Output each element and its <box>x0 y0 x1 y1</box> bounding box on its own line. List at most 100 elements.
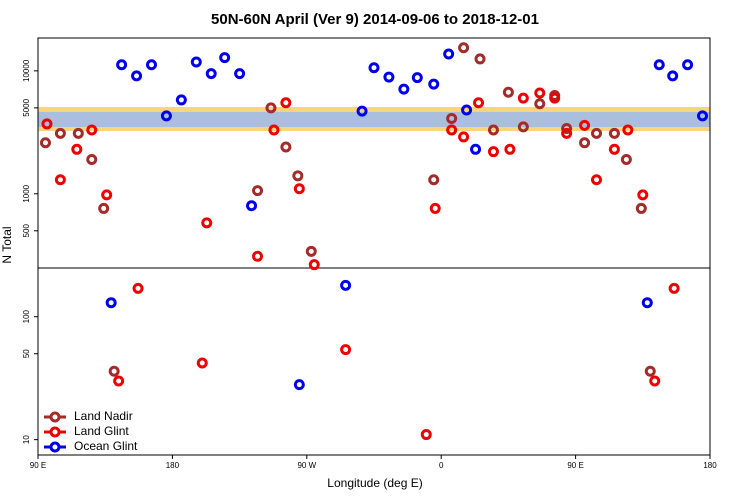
point <box>383 71 395 83</box>
point <box>446 124 458 136</box>
x-axis-label: Longitude (deg E) <box>327 476 422 490</box>
x-tick-label: 90 W <box>297 461 316 470</box>
point <box>458 131 470 143</box>
legend-swatch <box>49 441 61 453</box>
point <box>132 282 144 294</box>
point <box>252 250 264 262</box>
x-tick-label: 180 <box>703 461 717 470</box>
point <box>443 48 455 60</box>
point <box>201 217 213 229</box>
point <box>145 59 157 71</box>
point <box>487 124 499 136</box>
point <box>160 110 172 122</box>
series <box>39 42 656 377</box>
point <box>98 202 110 214</box>
point <box>86 124 98 136</box>
point <box>487 146 499 158</box>
point <box>292 170 304 182</box>
point <box>205 68 217 80</box>
point <box>101 189 113 201</box>
point <box>473 97 485 109</box>
point <box>420 429 432 441</box>
point <box>234 68 246 80</box>
point <box>411 72 423 84</box>
plot-frame <box>37 37 711 456</box>
point <box>549 92 561 104</box>
point <box>308 259 320 271</box>
legend-swatch <box>49 426 61 438</box>
point <box>340 279 352 291</box>
legend-label: Ocean Glint <box>74 439 138 453</box>
y-tick-label: 5000 <box>22 98 31 116</box>
x-tick-label: 0 <box>439 461 444 470</box>
point <box>175 94 187 106</box>
point <box>644 365 656 377</box>
point <box>252 185 264 197</box>
y-tick-label: 10 <box>22 435 31 444</box>
legend-label: Land Glint <box>74 424 129 438</box>
point <box>219 52 231 64</box>
point <box>428 78 440 90</box>
point <box>579 137 591 149</box>
point <box>682 59 694 71</box>
point <box>474 53 486 65</box>
x-tick-label: 180 <box>166 461 180 470</box>
chart-title: 50N-60N April (Ver 9) 2014-09-06 to 2018… <box>211 11 539 28</box>
point <box>356 105 368 117</box>
point <box>637 189 649 201</box>
point <box>591 174 603 186</box>
point <box>86 154 98 166</box>
point <box>561 122 573 134</box>
point <box>504 143 516 155</box>
point <box>113 375 125 387</box>
point <box>368 62 380 74</box>
point <box>428 174 440 186</box>
y-tick-label: 10000 <box>22 59 31 82</box>
point <box>398 83 410 95</box>
point <box>340 344 352 356</box>
point <box>72 127 84 139</box>
point <box>71 143 83 155</box>
y-tick-label: 100 <box>22 309 31 323</box>
point <box>108 365 120 377</box>
point <box>668 282 680 294</box>
point <box>653 59 665 71</box>
series <box>41 87 680 441</box>
map-strip <box>38 107 710 131</box>
point <box>293 379 305 391</box>
point <box>265 102 277 114</box>
point <box>534 87 546 99</box>
point <box>608 143 620 155</box>
point <box>620 154 632 166</box>
point <box>641 297 653 309</box>
point <box>196 357 208 369</box>
point <box>39 137 51 149</box>
point <box>579 119 591 131</box>
point <box>293 183 305 195</box>
point <box>54 127 66 139</box>
point <box>116 59 128 71</box>
point <box>429 202 441 214</box>
point <box>502 86 514 98</box>
point <box>461 104 473 116</box>
point <box>608 127 620 139</box>
point <box>517 121 529 133</box>
point <box>41 118 53 130</box>
point <box>470 143 482 155</box>
point <box>458 42 470 54</box>
point <box>105 297 117 309</box>
point <box>667 70 679 82</box>
legend-label: Land Nadir <box>74 409 133 423</box>
legend-swatch <box>49 411 61 423</box>
y-tick-label: 1000 <box>22 184 31 202</box>
point <box>54 174 66 186</box>
y-tick-label: 500 <box>22 224 31 238</box>
point <box>280 141 292 153</box>
point <box>268 124 280 136</box>
map-ocean <box>38 112 710 127</box>
point <box>246 200 258 212</box>
point <box>131 70 143 82</box>
